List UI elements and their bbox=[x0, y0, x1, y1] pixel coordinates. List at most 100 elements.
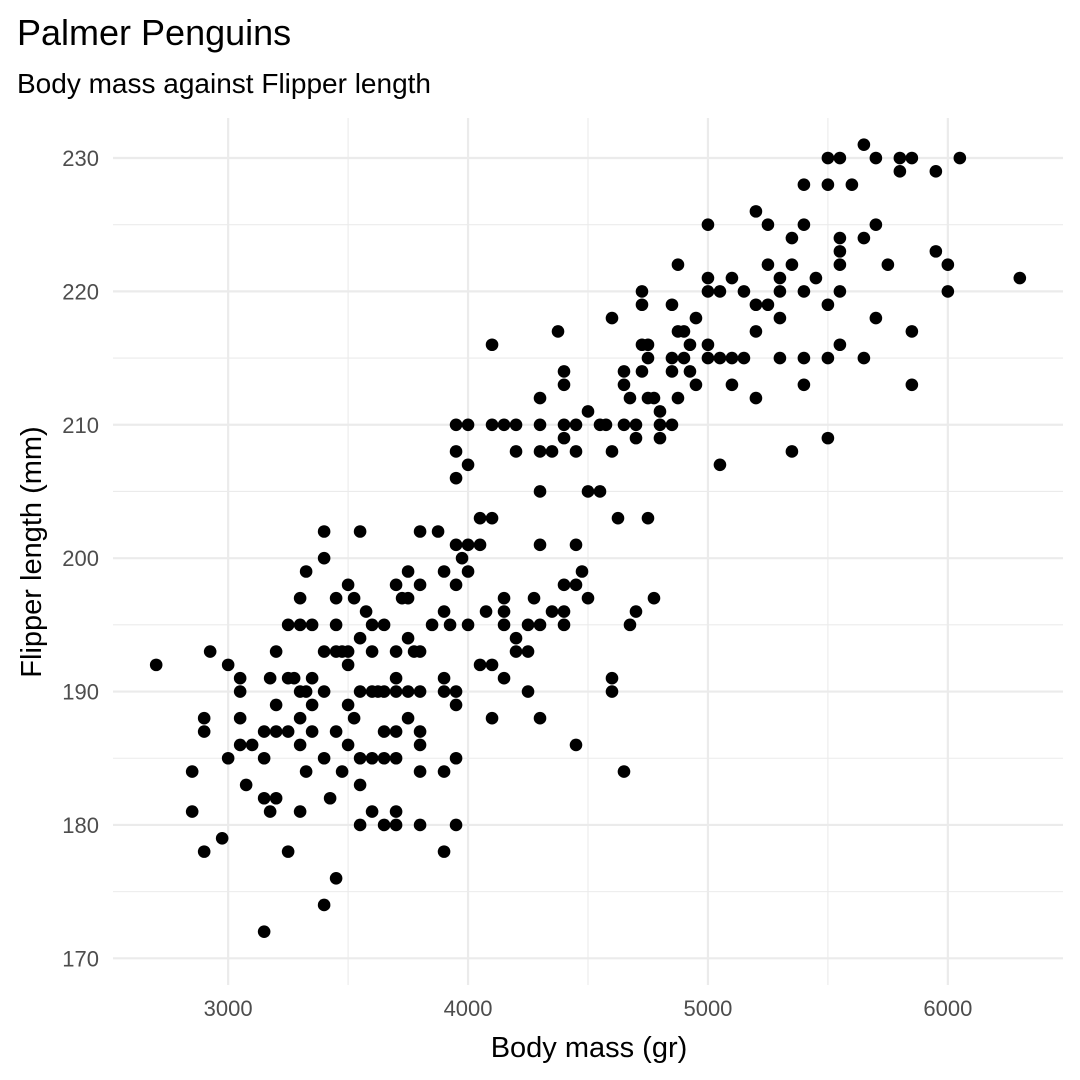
data-point bbox=[293, 738, 307, 752]
data-point bbox=[869, 151, 883, 165]
data-point bbox=[533, 618, 547, 632]
data-point bbox=[365, 618, 379, 632]
data-point bbox=[413, 725, 427, 738]
data-point bbox=[149, 658, 163, 672]
data-point bbox=[773, 285, 787, 298]
data-point bbox=[413, 525, 427, 538]
data-point bbox=[461, 618, 475, 632]
data-point bbox=[215, 831, 229, 845]
data-point bbox=[893, 165, 907, 178]
data-point bbox=[635, 298, 649, 312]
data-point bbox=[665, 365, 679, 378]
data-point bbox=[485, 511, 499, 525]
data-point bbox=[323, 791, 337, 805]
data-point bbox=[509, 631, 523, 645]
data-point bbox=[527, 591, 541, 605]
data-point bbox=[713, 285, 727, 298]
data-point bbox=[725, 271, 739, 285]
data-point bbox=[449, 685, 463, 698]
data-point bbox=[305, 671, 319, 685]
x-tick-labels: 3000 4000 5000 6000 bbox=[204, 996, 973, 1021]
data-point bbox=[647, 391, 661, 405]
data-point bbox=[701, 271, 715, 285]
data-point bbox=[401, 631, 415, 645]
data-point bbox=[557, 618, 571, 632]
y-tick-label: 200 bbox=[62, 546, 99, 571]
data-point bbox=[461, 565, 475, 578]
data-point bbox=[233, 738, 247, 752]
data-point bbox=[497, 591, 511, 605]
data-point bbox=[737, 285, 751, 298]
data-point bbox=[317, 551, 331, 565]
data-point bbox=[557, 578, 571, 592]
data-point bbox=[293, 805, 307, 818]
data-point bbox=[509, 645, 523, 658]
data-point bbox=[509, 418, 523, 432]
data-point bbox=[683, 365, 697, 378]
data-point bbox=[569, 738, 583, 752]
data-point bbox=[821, 178, 835, 191]
data-point bbox=[203, 645, 217, 658]
data-point bbox=[461, 458, 475, 472]
data-point bbox=[737, 351, 751, 365]
data-point bbox=[329, 591, 343, 605]
data-point bbox=[317, 525, 331, 538]
chart-title: Palmer Penguins bbox=[17, 12, 291, 53]
data-point bbox=[665, 298, 679, 312]
data-point bbox=[617, 765, 631, 778]
data-point bbox=[761, 258, 775, 272]
data-point bbox=[377, 618, 391, 632]
data-point bbox=[245, 738, 259, 752]
data-point bbox=[533, 418, 547, 432]
data-point bbox=[317, 898, 331, 912]
data-point bbox=[365, 751, 379, 765]
data-point bbox=[725, 378, 739, 392]
data-point bbox=[533, 485, 547, 498]
data-point bbox=[653, 418, 667, 432]
y-tick-label: 170 bbox=[62, 946, 99, 971]
data-point bbox=[617, 378, 631, 392]
data-point bbox=[413, 738, 427, 752]
data-point bbox=[221, 658, 235, 672]
data-point bbox=[797, 285, 811, 298]
data-point bbox=[353, 685, 367, 698]
data-point bbox=[317, 645, 331, 658]
data-point bbox=[461, 418, 475, 432]
data-point bbox=[437, 845, 451, 858]
data-point bbox=[257, 791, 271, 805]
data-point bbox=[689, 311, 703, 325]
data-point bbox=[341, 738, 355, 752]
data-point bbox=[749, 325, 763, 338]
data-point bbox=[299, 565, 313, 578]
minor-grid-lines bbox=[113, 118, 1063, 985]
data-point bbox=[377, 685, 391, 698]
data-point bbox=[533, 445, 547, 458]
data-point bbox=[329, 618, 343, 632]
data-point bbox=[485, 658, 499, 672]
data-point bbox=[257, 751, 271, 765]
data-point bbox=[701, 351, 715, 365]
data-point bbox=[269, 725, 283, 738]
data-point bbox=[833, 285, 847, 298]
data-point bbox=[629, 418, 643, 432]
data-point bbox=[425, 618, 439, 632]
data-point bbox=[617, 365, 631, 378]
data-point bbox=[575, 565, 589, 578]
data-point bbox=[569, 445, 583, 458]
y-tick-labels: 170 180 190 200 210 220 230 bbox=[62, 146, 99, 971]
data-point bbox=[557, 418, 571, 432]
data-point bbox=[413, 765, 427, 778]
data-point bbox=[821, 151, 835, 165]
data-point bbox=[533, 711, 547, 725]
data-point bbox=[533, 391, 547, 405]
data-point bbox=[605, 311, 619, 325]
data-point bbox=[317, 751, 331, 765]
data-point bbox=[359, 605, 373, 618]
data-point bbox=[431, 525, 445, 538]
data-point bbox=[557, 605, 571, 618]
data-point bbox=[377, 751, 391, 765]
data-point bbox=[329, 725, 343, 738]
data-point bbox=[389, 578, 403, 592]
data-point bbox=[389, 751, 403, 765]
data-point bbox=[905, 325, 919, 338]
